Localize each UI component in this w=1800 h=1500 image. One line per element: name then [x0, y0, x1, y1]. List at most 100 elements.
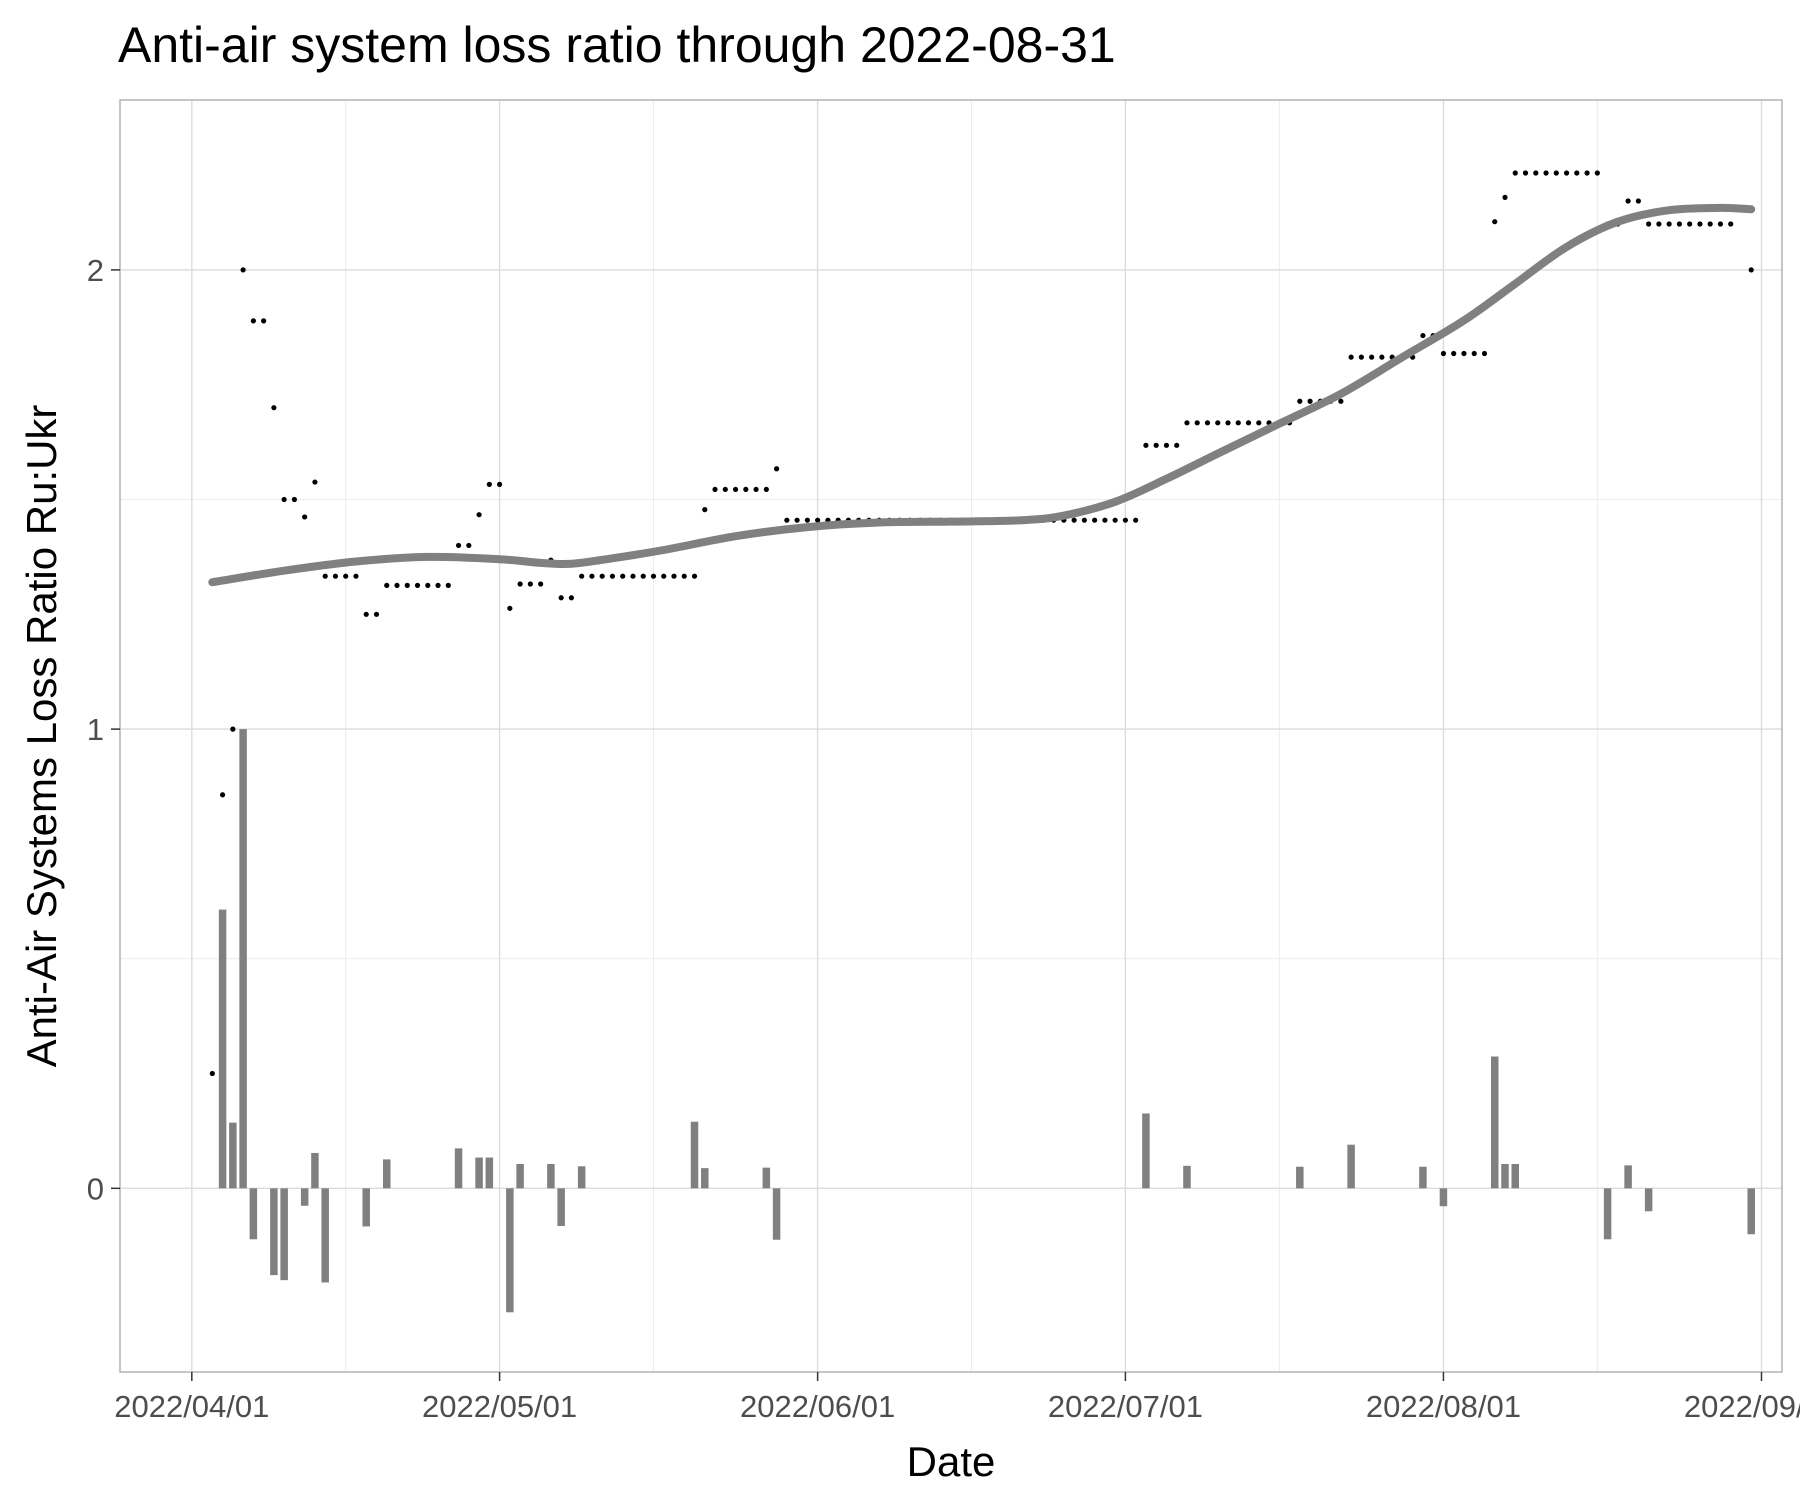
data-point — [363, 611, 369, 617]
data-point — [1071, 517, 1077, 523]
bar — [1511, 1163, 1520, 1189]
data-point — [763, 486, 769, 493]
y-axis: 0 1 2 — [87, 253, 120, 1206]
data-point — [1584, 170, 1590, 176]
bar — [1439, 1188, 1448, 1207]
bar — [1419, 1166, 1427, 1189]
data-point — [712, 486, 718, 493]
bar — [557, 1188, 565, 1226]
data-point — [1092, 517, 1098, 523]
data-point — [568, 595, 575, 601]
data-point — [1122, 517, 1129, 523]
bar — [249, 1188, 258, 1240]
data-point — [599, 573, 605, 579]
data-point — [281, 496, 287, 503]
bar-series — [218, 729, 1755, 1313]
data-point — [455, 542, 462, 549]
bar — [1347, 1144, 1355, 1189]
data-point — [1081, 517, 1087, 523]
bar — [382, 1159, 391, 1189]
bar — [516, 1163, 524, 1189]
bar — [239, 729, 247, 1189]
data-point — [1235, 420, 1241, 426]
data-point — [1297, 398, 1303, 404]
smooth-trend-line — [208, 203, 1756, 587]
bar — [547, 1163, 555, 1189]
data-point — [1635, 198, 1641, 204]
data-point — [414, 582, 421, 588]
bar — [1183, 1165, 1191, 1189]
data-point — [1153, 442, 1159, 448]
data-point — [691, 573, 698, 579]
data-point — [322, 573, 328, 579]
data-point — [384, 582, 390, 588]
y-tick-label: 2 — [87, 253, 104, 288]
data-point — [271, 405, 277, 411]
data-point — [1174, 442, 1180, 448]
x-axis: 2022/04/01 2022/05/01 2022/06/01 2022/07/01… — [114, 1372, 1800, 1424]
data-point — [681, 573, 687, 579]
bar — [1603, 1188, 1612, 1240]
data-point — [1143, 442, 1149, 448]
data-point — [579, 573, 585, 579]
data-point — [332, 573, 339, 579]
data-point — [1215, 420, 1221, 426]
data-point — [219, 792, 226, 798]
data-point — [732, 486, 739, 493]
data-point — [784, 517, 790, 523]
bar — [1142, 1113, 1150, 1189]
data-point — [230, 726, 236, 732]
bar — [577, 1166, 586, 1189]
data-point — [486, 481, 492, 487]
data-point — [1687, 221, 1693, 227]
data-point — [1112, 517, 1118, 523]
data-point — [1492, 219, 1498, 225]
data-point — [671, 573, 677, 579]
data-point — [1748, 267, 1754, 273]
bar — [454, 1148, 463, 1189]
bar — [690, 1121, 699, 1189]
bar — [506, 1188, 514, 1313]
data-point — [1245, 420, 1252, 426]
x-tick-label: 2022/07/01 — [1048, 1389, 1203, 1424]
data-point — [630, 573, 636, 579]
bar — [321, 1188, 329, 1283]
bar — [218, 909, 227, 1189]
data-point — [650, 573, 657, 579]
data-point — [1697, 221, 1703, 227]
bar — [300, 1188, 309, 1206]
data-point — [1522, 170, 1529, 176]
data-point — [1594, 170, 1600, 176]
bar — [1490, 1056, 1499, 1189]
data-point — [743, 486, 749, 493]
panel-border — [119, 99, 1783, 1373]
data-point — [815, 517, 821, 523]
data-point — [1625, 198, 1631, 204]
bar — [1747, 1188, 1755, 1235]
data-point — [804, 517, 810, 523]
data-point — [1369, 354, 1375, 360]
data-point — [1666, 221, 1672, 227]
bar — [701, 1168, 709, 1189]
data-point — [702, 507, 708, 513]
data-point — [1420, 332, 1426, 339]
data-point — [373, 611, 380, 617]
data-point — [1646, 221, 1652, 227]
x-tick-label: 2022/06/01 — [740, 1389, 895, 1424]
data-point — [1379, 354, 1385, 360]
x-tick-label: 2022/08/01 — [1366, 1389, 1521, 1424]
y-axis-title: Anti-Air Systems Loss Ratio Ru:Ukr — [18, 405, 65, 1068]
chart-title: Anti-air system loss ratio through 2022-… — [118, 17, 1116, 73]
point-series — [209, 170, 1754, 1077]
data-point — [753, 486, 759, 493]
data-point — [1728, 221, 1734, 227]
data-point — [1717, 221, 1724, 227]
data-point — [343, 573, 349, 579]
data-point — [1512, 170, 1518, 176]
bar — [362, 1188, 370, 1227]
data-point — [353, 573, 359, 579]
data-point — [640, 573, 646, 579]
bar — [772, 1188, 781, 1240]
data-point — [1707, 221, 1713, 227]
